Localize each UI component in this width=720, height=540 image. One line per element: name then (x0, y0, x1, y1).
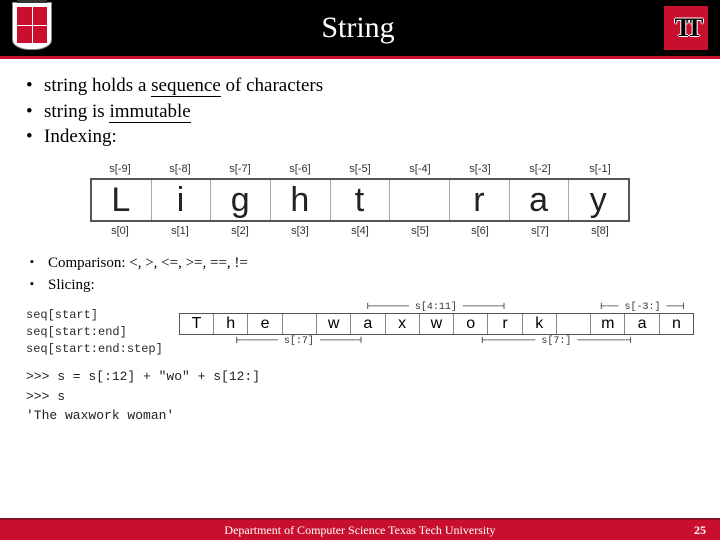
texas-tech-logo: TT (664, 6, 708, 50)
char-cell: h (214, 314, 248, 334)
index-label: s[-2] (510, 160, 570, 178)
char-cell: o (454, 314, 488, 334)
char-cell: x (386, 314, 420, 334)
label: s[7:] (541, 336, 571, 347)
university-shield-logo (12, 2, 52, 50)
index-label: s[-1] (570, 160, 630, 178)
label: s[-3:] (624, 302, 660, 313)
index-label: s[7] (510, 222, 570, 240)
char-cell: a (625, 314, 659, 334)
text: string holds a (44, 75, 151, 96)
page-number: 25 (694, 523, 706, 538)
index-label: s[4] (330, 222, 390, 240)
char-cell: r (488, 314, 522, 334)
char-cell: m (591, 314, 625, 334)
slide-content: string holds a sequence of characters st… (0, 59, 720, 426)
char-row: The waxwork man (179, 313, 694, 335)
char-cell: i (152, 180, 212, 220)
index-label: s[2] (210, 222, 270, 240)
index-label: s[8] (570, 222, 630, 240)
index-label: s[-5] (330, 160, 390, 178)
slicing-diagram: seq[start] seq[start:end] seq[start:end:… (26, 301, 694, 357)
bullet-item: Indexing: (26, 124, 694, 150)
top-bracket-row: ⊢────── s[4:11] ──────⊣ ⊢── s[-3:] ──⊣ (179, 301, 694, 313)
char-cell: e (248, 314, 282, 334)
char-cell: L (92, 180, 152, 220)
sub-bullets: Comparison: <, >, <=, >=, ==, != Slicing… (30, 252, 694, 297)
char-cell: h (271, 180, 331, 220)
char-cell: k (523, 314, 557, 334)
char-cell (390, 180, 450, 220)
bullet-item: Slicing: (30, 274, 694, 297)
index-label: s[5] (390, 222, 450, 240)
text: string is (44, 101, 109, 122)
repl-output: >>> s = s[:12] + "wo" + s[12:] >>> s 'Th… (26, 367, 694, 426)
index-label: s[-7] (210, 160, 270, 178)
code-line: >>> s (26, 387, 694, 407)
negative-index-row: s[-9]s[-8]s[-7]s[-6]s[-5]s[-4]s[-3]s[-2]… (90, 160, 630, 178)
index-label: s[3] (270, 222, 330, 240)
positive-index-row: s[0]s[1]s[2]s[3]s[4]s[5]s[6]s[7]s[8] (90, 222, 630, 240)
char-box-row: Light ray (90, 178, 630, 222)
code-line: seq[start] (26, 307, 163, 324)
index-label: s[6] (450, 222, 510, 240)
char-cell: t (331, 180, 391, 220)
index-label: s[-3] (450, 160, 510, 178)
underlined-text: sequence (151, 75, 221, 97)
main-bullets: string holds a sequence of characters st… (26, 73, 694, 150)
char-cell: T (180, 314, 214, 334)
indexing-diagram: s[-9]s[-8]s[-7]s[-6]s[-5]s[-4]s[-3]s[-2]… (90, 160, 630, 240)
index-label: s[-8] (150, 160, 210, 178)
char-cell (557, 314, 591, 334)
bottom-bracket-row: ⊢────── s[:7] ──────⊣ ⊢──────── s[7:] ──… (179, 335, 694, 347)
header-bar: String TT (0, 0, 720, 56)
index-label: s[-9] (90, 160, 150, 178)
bullet-item: string is immutable (26, 99, 694, 125)
slice-syntax: seq[start] seq[start:end] seq[start:end:… (26, 301, 163, 357)
char-cell: r (450, 180, 510, 220)
label: s[:7] (284, 336, 314, 347)
bullet-item: Comparison: <, >, <=, >=, ==, != (30, 252, 694, 275)
char-cell: w (420, 314, 454, 334)
underlined-text: immutable (109, 101, 190, 123)
label: s[4:11] (415, 302, 457, 313)
char-cell: a (351, 314, 385, 334)
char-cell: g (211, 180, 271, 220)
footer-bar: Department of Computer Science Texas Tec… (0, 518, 720, 540)
index-label: s[0] (90, 222, 150, 240)
index-label: s[1] (150, 222, 210, 240)
bullet-item: string holds a sequence of characters (26, 73, 694, 99)
char-cell (283, 314, 317, 334)
slice-boxes: ⊢────── s[4:11] ──────⊣ ⊢── s[-3:] ──⊣ T… (179, 301, 694, 357)
text: of characters (221, 75, 323, 96)
index-label: s[-6] (270, 160, 330, 178)
char-cell: n (660, 314, 693, 334)
char-cell: y (569, 180, 628, 220)
code-line: seq[start:end] (26, 324, 163, 341)
slide-title: String (52, 11, 664, 45)
char-cell: a (510, 180, 570, 220)
char-cell: w (317, 314, 351, 334)
code-line: seq[start:end:step] (26, 341, 163, 358)
code-line: >>> s = s[:12] + "wo" + s[12:] (26, 367, 694, 387)
footer-text: Department of Computer Science Texas Tec… (224, 523, 495, 538)
index-label: s[-4] (390, 160, 450, 178)
code-line: 'The waxwork woman' (26, 406, 694, 426)
